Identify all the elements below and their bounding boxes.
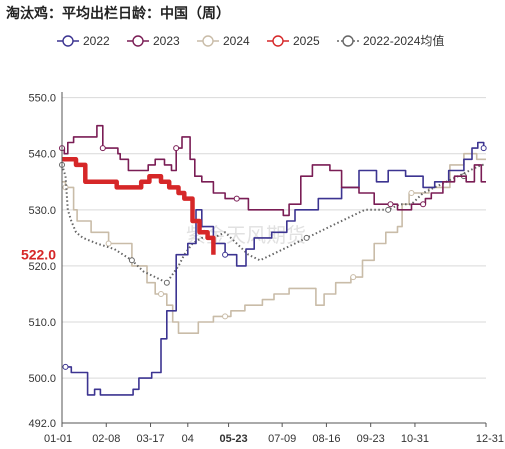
series-marker-2023-3: [233, 195, 240, 202]
x-tick-label-6: 08-16: [312, 433, 340, 445]
legend-label-2023: 2023: [153, 34, 180, 48]
series-line-2022: [65, 141, 486, 396]
grid: [62, 97, 486, 424]
series-line-2024: [62, 152, 486, 335]
y-tick-label-3: 520.0: [28, 261, 56, 273]
x-tick-label-4: 05-23: [220, 433, 248, 445]
series-marker-avg-1: [128, 257, 135, 264]
series-marker-2023-4: [387, 201, 394, 208]
x-tick-label-9: 12-31: [476, 433, 504, 445]
x-tick-label-7: 09-23: [357, 433, 385, 445]
series-marker-2023-2: [173, 145, 180, 152]
axes: 492.0 500.0 510.0 520.0 530.0 540.0 550.0 01-01…: [21, 92, 504, 445]
y-tick-label-5: 540.0: [28, 149, 56, 161]
legend-label-2024: 2024: [223, 34, 250, 48]
series-marker-2022-0: [62, 363, 69, 370]
legend-label-avg: 2022-2024均值: [363, 33, 444, 48]
chart-title: 淘汰鸡：平均出栏日龄：中国（周）: [6, 5, 230, 22]
last-value-label: 522.0: [21, 247, 56, 263]
x-tick-label-8: 10-31: [401, 433, 429, 445]
legend: 2022 2023 2024 2025 2022-2024均值: [57, 33, 444, 48]
series-marker-2023-1: [99, 145, 106, 152]
x-tick-label-2: 03-17: [136, 433, 164, 445]
y-tick-label-1: 500.0: [28, 373, 56, 385]
series-marker-2024-2: [158, 290, 165, 297]
legend-marker-2023: [132, 35, 144, 47]
series-marker-2022-2: [480, 145, 487, 152]
y-tick-label-2: 510.0: [28, 317, 56, 329]
legend-marker-2022: [62, 35, 74, 47]
series-marker-avg-4: [385, 206, 392, 213]
series-marker-2023-5: [420, 201, 427, 208]
legend-marker-2024: [202, 35, 214, 47]
series-marker-2024-1: [105, 240, 112, 247]
series-marker-2024-5: [408, 189, 415, 196]
y-tick-label-6: 550.0: [28, 93, 56, 105]
x-tick-label-1: 02-08: [92, 433, 120, 445]
legend-marker-avg: [342, 35, 354, 47]
legend-marker-2025: [272, 35, 284, 47]
x-tick-label-3: 04: [182, 433, 194, 445]
series-line-2023: [62, 124, 486, 217]
series-group: [59, 124, 487, 396]
series-marker-2022-1: [222, 251, 229, 258]
legend-label-2022: 2022: [83, 34, 110, 48]
x-tick-label-5: 07-09: [268, 433, 296, 445]
y-tick-label-4: 530.0: [28, 205, 56, 217]
series-line-2025: [62, 157, 216, 255]
series-marker-avg-2: [163, 279, 170, 286]
y-tick-label-0: 492.0: [28, 418, 56, 430]
series-marker-2024-4: [350, 274, 357, 281]
series-marker-2024-3: [222, 313, 229, 320]
x-tick-label-0: 01-01: [44, 433, 72, 445]
legend-label-2025: 2025: [293, 34, 320, 48]
series-marker-avg-3: [303, 234, 310, 241]
